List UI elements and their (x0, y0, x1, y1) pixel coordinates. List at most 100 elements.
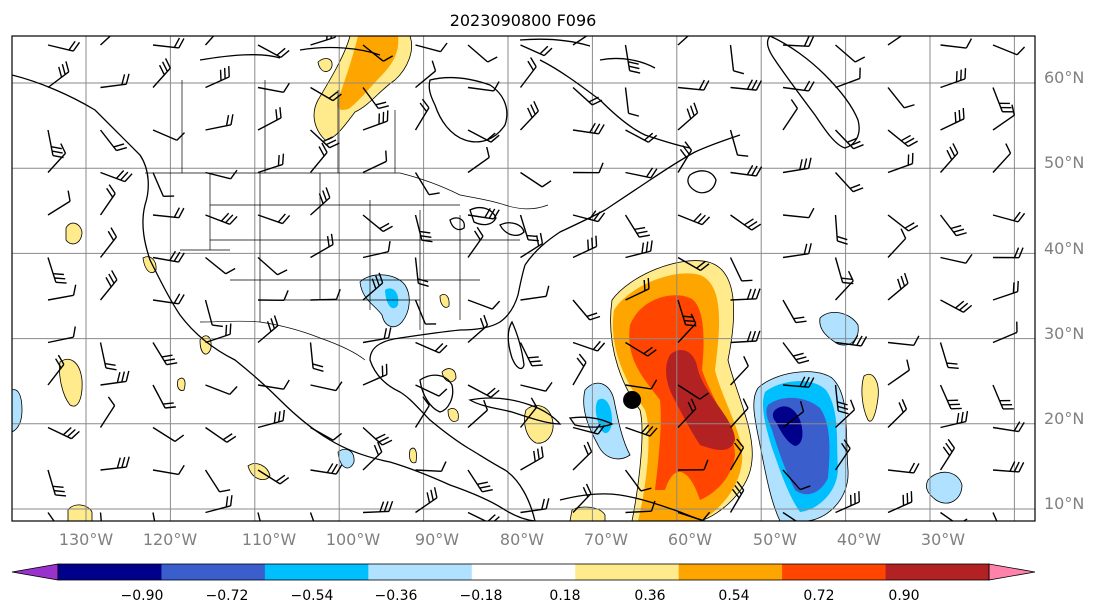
wind-barb (677, 299, 697, 327)
colorbar-tick-label: −0.90 (121, 588, 164, 604)
wind-barb (362, 150, 388, 174)
wind-barb (257, 82, 290, 93)
wind-barb (835, 44, 866, 63)
wind-barb (467, 299, 501, 310)
wind-barb (152, 37, 185, 49)
wind-barb (992, 104, 1016, 131)
map-frame (11, 35, 1036, 522)
negative-anomaly-072 (772, 406, 803, 446)
colorbar-segment (368, 564, 473, 580)
wind-barb (624, 87, 640, 117)
wind-barb (572, 353, 587, 386)
wind-barb (362, 327, 392, 344)
wind-barb (730, 214, 762, 231)
wind-barb (362, 110, 389, 131)
wind-barb (520, 44, 553, 57)
lon-label: 80°W (500, 530, 544, 549)
wind-barb (887, 129, 918, 147)
wind-barb (100, 456, 130, 471)
wind-barb (415, 60, 437, 89)
wind-barb (939, 384, 962, 410)
wind-barb (99, 270, 118, 301)
wind-barb (729, 355, 749, 386)
wind-barb (782, 243, 812, 259)
wind-barb (677, 79, 710, 91)
wind-barb (520, 381, 553, 392)
wind-barb (887, 214, 919, 232)
wind-barb (677, 384, 710, 400)
wind-barb (572, 441, 593, 471)
positive-anomaly-small-14 (67, 504, 93, 521)
wind-barb (47, 426, 80, 440)
wind-barb (362, 363, 388, 386)
wind-barb (834, 129, 864, 150)
colorbar-tick-label: 0.54 (718, 588, 749, 604)
lon-label: 110°W (242, 530, 297, 549)
wind-barb (47, 190, 71, 216)
wind-barb (310, 129, 340, 149)
wind-barb (677, 398, 697, 428)
coastline-cuba (468, 397, 562, 425)
wind-barb (310, 381, 343, 392)
wind-barb (205, 212, 238, 225)
wind-barb (205, 256, 236, 275)
wind-barb (520, 285, 550, 301)
colorbar-segment (678, 564, 783, 580)
wind-barb (519, 342, 543, 367)
wind-barb (782, 376, 815, 388)
colorbar-tick-labels: −0.90 −0.72 −0.54 −0.36 −0.18 0.18 0.36 … (121, 588, 920, 604)
wind-barb (257, 107, 282, 131)
positive-anomaly-small-10 (409, 447, 417, 464)
lon-label: 60°W (668, 530, 712, 549)
wind-barb (99, 512, 104, 521)
wind-barb (100, 170, 133, 183)
wind-barb (47, 354, 65, 386)
wind-barb (729, 438, 745, 471)
wind-barb (362, 441, 383, 471)
coastline-north-america (12, 74, 536, 521)
negative-anomaly-mexico (337, 448, 355, 469)
colorbar-tick-label: 0.90 (888, 588, 919, 604)
wind-barb (887, 359, 911, 386)
positive-anomaly-small-7 (247, 463, 271, 481)
wind-barb (677, 313, 697, 343)
positive-anomaly-small-9 (439, 294, 450, 308)
wind-barb (730, 288, 761, 301)
wind-barb (362, 44, 394, 62)
wind-barb (519, 57, 537, 88)
wind-barb (100, 73, 130, 89)
lon-label: 70°W (584, 530, 628, 549)
wind-barb (467, 81, 500, 92)
positive-anomaly-canada-inner (337, 36, 399, 110)
wind-barb (729, 44, 745, 75)
wind-barb (152, 512, 159, 521)
wind-barb (415, 384, 448, 397)
wind-barb (257, 315, 279, 344)
wind-barb (99, 342, 117, 371)
border-us-states (180, 173, 520, 330)
colorbar-tick-label: −0.54 (291, 588, 334, 604)
wind-barb (362, 426, 393, 446)
longitude-labels: 130°W 120°W 110°W 100°W 90°W 80°W 70°W 6… (59, 530, 965, 549)
wind-barb (152, 426, 185, 442)
wind-barb (940, 68, 967, 89)
colorbar-tick-label: 0.36 (634, 588, 665, 604)
wind-barb (624, 44, 641, 74)
wind-barb (677, 102, 699, 131)
wind-barb (205, 66, 230, 89)
wind-barb (572, 235, 598, 259)
wind-barb (940, 253, 973, 264)
storm-center-marker (623, 390, 642, 409)
wind-barb (625, 424, 658, 437)
negative-anomaly-far-east (926, 471, 963, 504)
wind-barb (939, 438, 956, 471)
wind-barb (257, 44, 290, 58)
map-background (12, 36, 1035, 521)
positive-anomaly-090 (666, 350, 735, 450)
negative-anomaly-west-edge (12, 389, 23, 433)
lat-label: 50°N (1044, 153, 1084, 172)
wind-barb (992, 211, 1026, 223)
wind-barb (834, 172, 864, 193)
wind-barb (47, 257, 67, 284)
